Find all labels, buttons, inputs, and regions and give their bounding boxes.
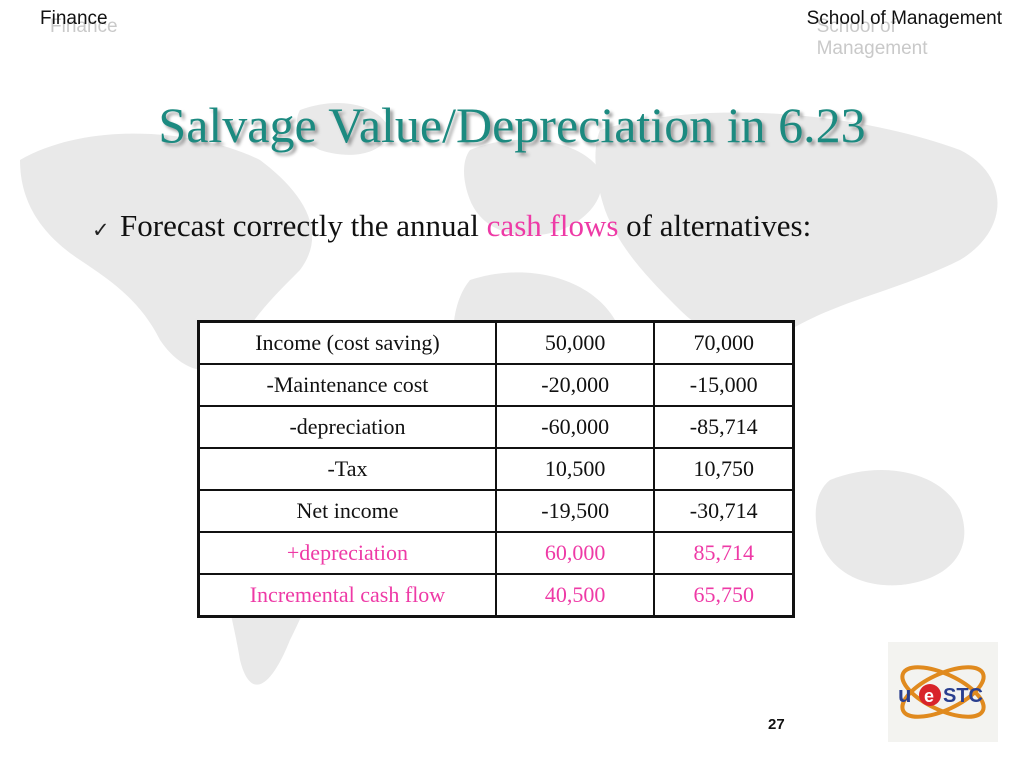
- map-greenland: [296, 102, 390, 155]
- header-right: School of Management School of Managemen…: [806, 8, 1002, 59]
- row-value-2: -85,714: [653, 405, 795, 449]
- table-row: -Tax 10,500 10,750: [197, 447, 795, 491]
- map-australia: [815, 470, 965, 586]
- table-row-highlight: Incremental cash flow 40,500 65,750: [197, 573, 795, 618]
- row-label: +depreciation: [197, 531, 497, 575]
- bullet-highlight: cash flows: [486, 208, 619, 243]
- map-europe: [464, 139, 602, 236]
- row-label: Income (cost saving): [197, 320, 497, 365]
- logo-letter-e: e: [924, 686, 934, 706]
- row-value-1: -19,500: [494, 489, 656, 533]
- row-label: Incremental cash flow: [197, 573, 497, 618]
- bullet-text-after: of alternatives:: [618, 208, 812, 243]
- check-icon: ✓: [92, 218, 110, 242]
- table-row: Net income -19,500 -30,714: [197, 489, 795, 533]
- row-label: -Maintenance cost: [197, 363, 497, 407]
- header-right-label: School of Management: [806, 8, 1002, 29]
- row-value-1: 10,500: [494, 447, 656, 491]
- row-value-2: 70,000: [653, 320, 795, 365]
- logo-letters-stc: STC: [943, 685, 983, 707]
- row-value-2: -30,714: [653, 489, 795, 533]
- row-value-2: 85,714: [653, 531, 795, 575]
- row-value-1: -60,000: [494, 405, 656, 449]
- map-north-america: [20, 133, 313, 371]
- map-asia: [595, 112, 998, 341]
- row-value-1: -20,000: [494, 363, 656, 407]
- row-value-2: 65,750: [653, 573, 795, 618]
- slide-title: Salvage Value/Depreciation in 6.23: [158, 97, 866, 153]
- row-value-2: 10,750: [653, 447, 795, 491]
- row-value-1: 60,000: [494, 531, 656, 575]
- row-value-1: 40,500: [494, 573, 656, 618]
- row-label: Net income: [197, 489, 497, 533]
- row-label: -depreciation: [197, 405, 497, 449]
- row-value-2: -15,000: [653, 363, 795, 407]
- bullet-text-before: Forecast correctly the annual: [120, 208, 487, 243]
- header-left-label: Finance: [40, 8, 108, 29]
- table-row: -depreciation -60,000 -85,714: [197, 405, 795, 449]
- cash-flow-table: Income (cost saving) 50,000 70,000 -Main…: [197, 320, 795, 618]
- bullet-text: Forecast correctly the annual cash flows…: [120, 204, 840, 248]
- page-number: 27: [768, 716, 785, 733]
- table-row-highlight: +depreciation 60,000 85,714: [197, 531, 795, 575]
- row-label: -Tax: [197, 447, 497, 491]
- table-row: Income (cost saving) 50,000 70,000: [197, 320, 795, 365]
- header-left: Finance Finance: [40, 8, 118, 37]
- row-value-1: 50,000: [494, 320, 656, 365]
- logo-letter-u: u: [898, 682, 911, 707]
- table-row: -Maintenance cost -20,000 -15,000: [197, 363, 795, 407]
- uestc-logo-icon: u e STC: [888, 642, 998, 742]
